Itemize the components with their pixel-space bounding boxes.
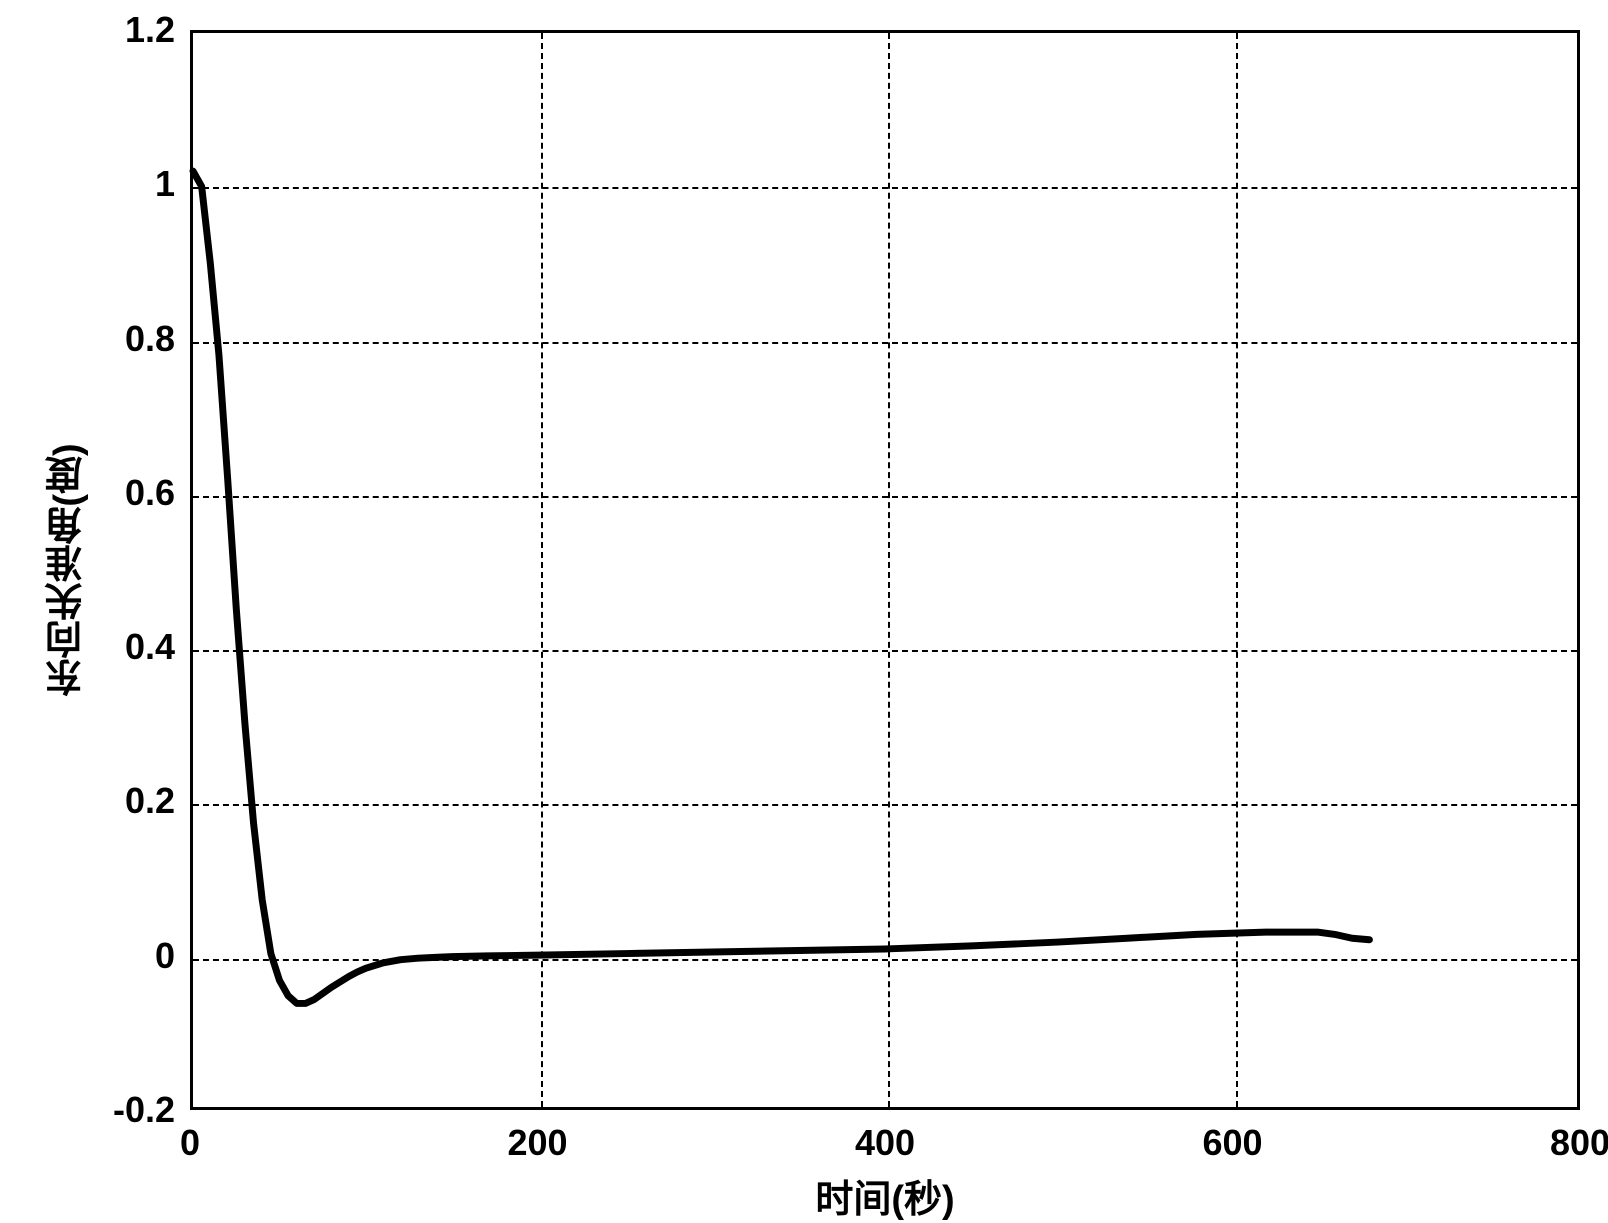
gridline-h (193, 187, 1577, 189)
gridline-v (1236, 33, 1238, 1107)
y-tick-label: 0.4 (125, 626, 175, 668)
x-tick-label: 200 (507, 1122, 567, 1164)
gridline-h (193, 804, 1577, 806)
gridline-v (888, 33, 890, 1107)
y-tick-label: 0.8 (125, 318, 175, 360)
line-chart: 时间(秒) 东向失准角(度) -0.200.20.40.60.811.20200… (0, 0, 1608, 1215)
data-line (193, 33, 1577, 1107)
x-tick-label: 0 (180, 1122, 200, 1164)
y-tick-label: 1 (155, 163, 175, 205)
x-tick-label: 600 (1202, 1122, 1262, 1164)
gridline-h (193, 342, 1577, 344)
x-tick-label: 400 (855, 1122, 915, 1164)
x-tick-label: 800 (1550, 1122, 1608, 1164)
gridline-v (541, 33, 543, 1107)
y-tick-label: 0.6 (125, 472, 175, 514)
gridline-h (193, 650, 1577, 652)
gridline-h (193, 496, 1577, 498)
y-tick-label: 0.2 (125, 780, 175, 822)
y-axis-label: 东向失准角(度) (40, 443, 95, 696)
y-tick-label: -0.2 (113, 1089, 175, 1131)
gridline-h (193, 959, 1577, 961)
y-tick-label: 0 (155, 935, 175, 977)
plot-area (190, 30, 1580, 1110)
y-tick-label: 1.2 (125, 9, 175, 51)
